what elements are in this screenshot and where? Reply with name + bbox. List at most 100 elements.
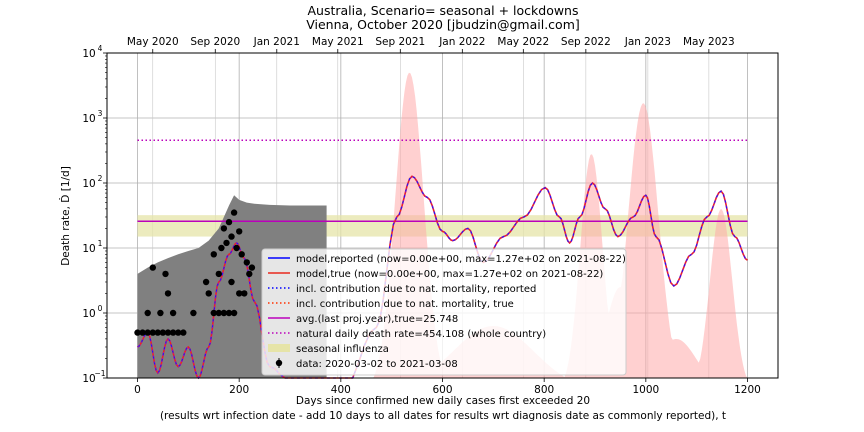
top-tick-label: Sep 2021 (375, 36, 425, 48)
data-point (225, 218, 233, 226)
top-tick-label: Jan 2023 (624, 36, 671, 48)
y-tick-label: 10 (82, 48, 95, 60)
y-tick-exponent: 3 (98, 109, 103, 118)
x-tick-label: 1000 (632, 384, 659, 396)
chart-title-line2: Vienna, October 2020 [jbudzin@gmail.com] (306, 17, 580, 32)
y-tick-label: 10 (82, 178, 95, 190)
legend-entry: avg.(last proj.year),true=25.748 (268, 314, 458, 325)
data-points (134, 209, 256, 336)
data-point (220, 309, 228, 317)
legend-entry: incl. contribution due to nat. mortality… (268, 299, 514, 310)
x-tick-label: 200 (229, 384, 249, 396)
y-tick-exponent: 2 (98, 174, 103, 183)
legend-entry: natural daily death rate=454.108 (whole … (268, 329, 546, 340)
data-point (149, 264, 156, 271)
data-point (236, 290, 243, 297)
x-axis-bottom: 0 200 400 600 800 1000 1200 (134, 378, 761, 396)
data-point (223, 239, 230, 247)
data-point (228, 278, 235, 286)
data-point (248, 264, 256, 271)
data-point (169, 309, 177, 317)
x-tick-label: 400 (331, 384, 351, 396)
data-point (215, 270, 222, 278)
data-point (220, 225, 228, 232)
data-point (202, 278, 210, 286)
data-point (149, 329, 156, 336)
data-point (144, 329, 151, 336)
data-point (233, 244, 240, 252)
legend-label: incl. contribution due to nat. mortality… (296, 299, 514, 310)
y-axis-label: Death rate, Ḋ [1/d] (59, 166, 72, 266)
data-point (228, 233, 235, 240)
data-point (139, 329, 146, 336)
legend-entry: data: 2020-03-02 to 2021-03-08 (275, 358, 458, 370)
top-tick-label: May 2020 (127, 36, 179, 48)
x-axis-top: May 2020 Sep 2020 Jan 2021 May 2021 Sep 2021… (127, 36, 735, 53)
top-tick-label: May 2021 (312, 36, 364, 48)
legend: model,reported (now=0.00e+00, max=1.27e+… (261, 248, 627, 376)
data-point (230, 309, 238, 317)
top-tick-label: Jan 2022 (438, 36, 485, 48)
x-tick-label: 0 (134, 384, 141, 396)
legend-swatch (268, 344, 290, 352)
legend-label: avg.(last proj.year),true=25.748 (296, 314, 458, 325)
data-point (205, 290, 212, 297)
top-tick-label: Jan 2021 (253, 36, 300, 48)
data-point (164, 329, 172, 336)
x-axis-label-line2: (results wrt infection date - add 10 day… (160, 410, 726, 422)
y-tick-exponent: 0 (98, 304, 103, 313)
y-tick-label: 10 (82, 373, 95, 385)
y-tick-label: 10 (82, 308, 95, 320)
data-point (180, 329, 187, 336)
data-point (175, 329, 182, 336)
chart-title-line1: Australia, Scenario= seasonal + lockdown… (308, 3, 579, 18)
top-tick-label: May 2022 (497, 36, 549, 48)
data-point (144, 309, 151, 317)
x-tick-label: 1200 (734, 384, 761, 396)
legend-label: incl. contribution due to nat. mortality… (296, 284, 536, 295)
legend-label: natural daily death rate=454.108 (whole … (296, 329, 546, 340)
model-reported-curve (137, 175, 748, 379)
legend-entry: model,true (now=0.00e+00, max=1.27e+02 o… (268, 269, 603, 280)
data-point (154, 329, 161, 336)
data-point (162, 270, 169, 278)
data-point (218, 244, 225, 252)
y-tick-label: 10 (82, 113, 95, 125)
top-tick-label: Sep 2020 (190, 36, 240, 48)
title-group: Australia, Scenario= seasonal + lockdown… (306, 3, 580, 32)
legend-label: seasonal influenza (296, 344, 389, 355)
data-point (241, 290, 248, 297)
legend-label: model,reported (now=0.00e+00, max=1.27e+… (296, 254, 626, 265)
model-curves (137, 175, 748, 380)
y-tick-exponent: 1 (98, 239, 103, 248)
data-point (169, 329, 177, 336)
legend-label: model,true (now=0.00e+00, max=1.27e+02 o… (296, 269, 603, 280)
data-point (190, 309, 197, 317)
y-tick-label: 10 (82, 243, 95, 255)
legend-box (261, 248, 627, 376)
data-point (210, 251, 217, 258)
legend-entry: model,reported (now=0.00e+00, max=1.27e+… (268, 254, 626, 265)
x-axis-label-line1: Days since confirmed new daily cases fir… (296, 395, 590, 407)
data-point (225, 309, 233, 317)
data-point (164, 290, 172, 297)
data-point (246, 270, 253, 278)
data-point (210, 309, 217, 317)
data-point (215, 309, 222, 317)
legend-entry: seasonal influenza (268, 344, 389, 355)
x-tick-label: 600 (432, 384, 452, 396)
legend-label: data: 2020-03-02 to 2021-03-08 (296, 359, 458, 370)
legend-marker (275, 359, 283, 367)
y-tick-exponent: 4 (98, 44, 103, 53)
legend-entry: incl. contribution due to nat. mortality… (268, 284, 536, 295)
data-point (157, 309, 164, 317)
x-tick-label: 800 (534, 384, 554, 396)
data-point (238, 251, 245, 258)
top-tick-label: May 2023 (683, 36, 735, 48)
data-point (243, 259, 250, 266)
top-tick-label: Sep 2022 (561, 36, 611, 48)
data-point (159, 329, 167, 336)
y-tick-exponent: −1 (94, 369, 105, 378)
